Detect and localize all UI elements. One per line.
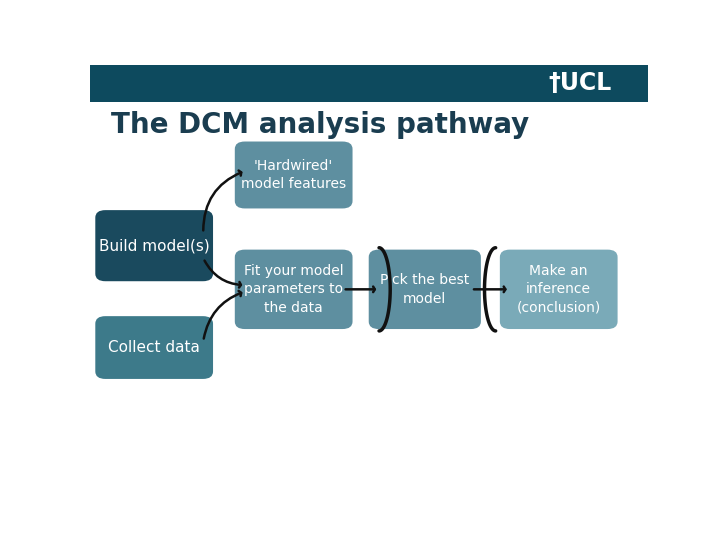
FancyBboxPatch shape (369, 249, 481, 329)
Text: Make an
inference
(conclusion): Make an inference (conclusion) (516, 264, 601, 315)
Text: Build model(s): Build model(s) (99, 238, 210, 253)
Text: The DCM analysis pathway: The DCM analysis pathway (111, 111, 529, 139)
Text: †UCL: †UCL (549, 71, 612, 95)
FancyBboxPatch shape (95, 210, 213, 281)
FancyBboxPatch shape (235, 249, 353, 329)
FancyBboxPatch shape (95, 316, 213, 379)
Text: Fit your model
parameters to
the data: Fit your model parameters to the data (244, 264, 343, 315)
FancyBboxPatch shape (235, 141, 353, 208)
Text: 'Hardwired'
model features: 'Hardwired' model features (241, 159, 346, 191)
Bar (90, 65, 648, 102)
Text: Pick the best
model: Pick the best model (380, 273, 469, 306)
FancyBboxPatch shape (500, 249, 618, 329)
Text: Collect data: Collect data (108, 340, 200, 355)
